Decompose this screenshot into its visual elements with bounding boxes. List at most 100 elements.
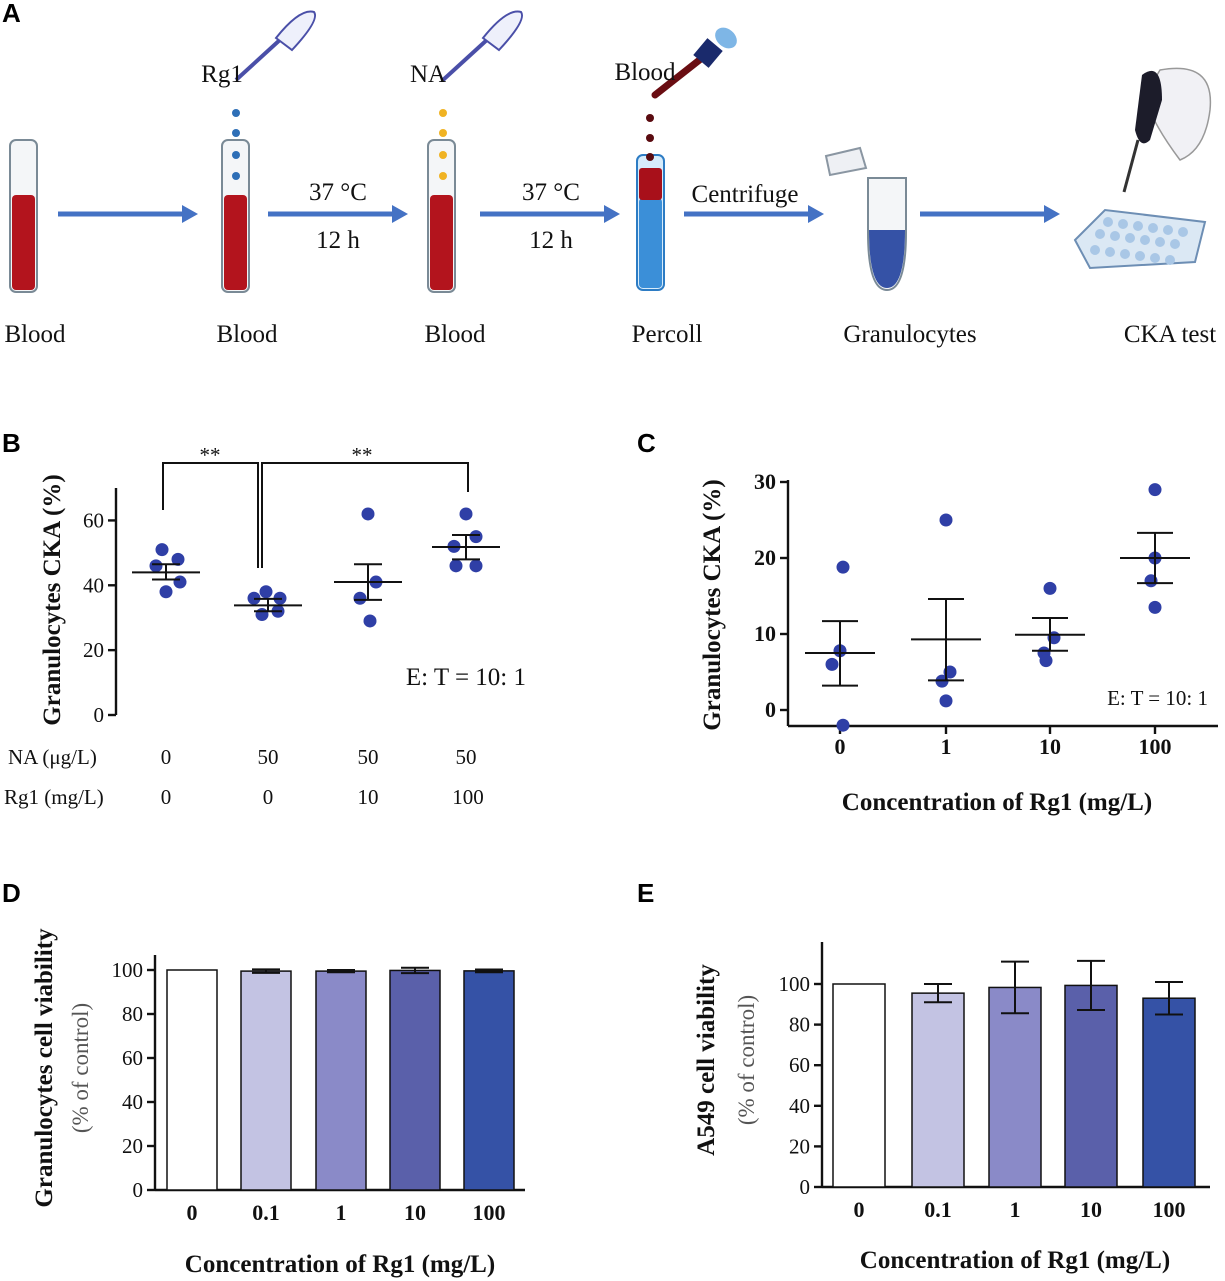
- panel-d-x-label: Concentration of Rg1 (mg/L): [185, 1251, 495, 1278]
- workflow-arrow-2: [268, 205, 408, 223]
- data-point-g0-2: [825, 657, 839, 671]
- panel-e: E 0 20 40 60 80 100 0 0.1 1 10 100 A549 cell viabi…: [637, 878, 1210, 1274]
- panel-c-marks: [805, 483, 1190, 732]
- panel-b-rg1-0: 0: [161, 785, 172, 809]
- panel-b-sig-2: **: [352, 443, 373, 467]
- step-3-label: Blood: [424, 321, 486, 348]
- step-5-label: Granulocytes: [843, 321, 976, 348]
- data-point-g3-0: [1148, 483, 1162, 497]
- panel-d-marks: [166, 966, 515, 1191]
- arrow-2-temp: 37 °C: [309, 179, 367, 206]
- y-tick-label-3: 60: [122, 1046, 143, 1070]
- y-tick-label-2: 40: [122, 1090, 143, 1114]
- x-tick-label-3: 10: [1080, 1197, 1102, 1222]
- panel-d-y-label: Granulocytes cell viability: [31, 928, 58, 1208]
- y-tick-label-5: 100: [779, 972, 811, 996]
- bar-0: [166, 969, 218, 1191]
- data-point-g2-3: [363, 614, 377, 628]
- reagent-rg1-label: Rg1: [201, 61, 243, 88]
- percoll-tube: [636, 154, 665, 291]
- x-tick-label-0: 0: [854, 1197, 865, 1222]
- step-2-label: Blood: [216, 321, 278, 348]
- x-tick-label-1: 0.1: [252, 1200, 280, 1225]
- data-point-g3-3: [469, 559, 483, 573]
- data-point-g2-0: [1043, 581, 1057, 595]
- panel-b-row-label-na: NA (μg/L): [8, 745, 97, 769]
- reagent-blood-label: Blood: [614, 59, 676, 86]
- panel-b-row-label-rg1: Rg1 (mg/L): [4, 785, 104, 809]
- panel-b: B 0 20 40 60 Granulocytes CKA (%) E: T = 10…: [2, 428, 526, 809]
- granulocytes-tube-icon: [824, 146, 907, 292]
- data-point-g0-1: [171, 552, 185, 566]
- y-tick-label-5: 100: [112, 958, 144, 982]
- data-point-g1-0: [259, 585, 273, 599]
- panel-b-annotation: E: T = 10: 1: [406, 664, 526, 691]
- bar-4: [463, 970, 515, 1191]
- x-tick-label-0: 0: [187, 1200, 198, 1225]
- x-tick-label-0: 0: [835, 734, 846, 759]
- data-point-g0-0: [155, 543, 169, 557]
- panel-b-letter: B: [2, 428, 21, 458]
- panel-b-na-1: 50: [258, 745, 279, 769]
- y-tick-label-3: 60: [789, 1053, 810, 1077]
- data-point-g0-2: [149, 559, 163, 573]
- y-tick-label-1: 10: [754, 621, 776, 646]
- x-tick-label-2: 10: [1039, 734, 1061, 759]
- panel-c: C 0 10 20 30 0 1 10 100 Granulocytes CKA (%) E:…: [637, 428, 1218, 816]
- panel-a-letter: A: [2, 0, 21, 28]
- x-tick-label-4: 100: [1153, 1197, 1186, 1222]
- bar-1: [911, 992, 965, 1188]
- data-point-g3-3: [1148, 600, 1162, 614]
- arrow-3-temp: 37 °C: [522, 179, 580, 206]
- workflow-arrow-1: [58, 205, 198, 223]
- x-tick-label-4: 100: [473, 1200, 506, 1225]
- data-point-g3-4: [449, 559, 463, 573]
- panel-b-na-3: 50: [456, 745, 477, 769]
- panel-b-na-0: 0: [161, 745, 172, 769]
- panel-b-ticks: 0 20 40 60: [83, 508, 116, 727]
- dropper-icon: [646, 27, 737, 161]
- y-tick-label-2: 40: [83, 573, 104, 597]
- y-tick-label-1: 20: [122, 1134, 143, 1158]
- bar-2: [988, 986, 1042, 1188]
- arrow-4-label: Centrifuge: [692, 181, 799, 208]
- cka-plate-icon: [1073, 208, 1207, 270]
- workflow-arrow-5: [920, 205, 1060, 223]
- bar-1: [240, 970, 292, 1191]
- data-point-g2-2: [353, 591, 367, 605]
- panel-e-marks: [832, 959, 1196, 1188]
- step-6-label: CKA test: [1124, 321, 1216, 348]
- step-4-label: Percoll: [632, 321, 703, 348]
- blood-tube-1: [9, 139, 38, 293]
- y-tick-label-1: 20: [789, 1134, 810, 1158]
- panel-b-sig-bracket-1: [162, 462, 259, 568]
- workflow-arrow-4: [684, 205, 824, 223]
- panel-d-letter: D: [2, 878, 21, 908]
- panel-c-annotation: E: T = 10: 1: [1107, 686, 1208, 710]
- step-1-label: Blood: [4, 321, 66, 348]
- y-tick-label-4: 80: [122, 1002, 143, 1026]
- panel-b-rg1-1: 0: [263, 785, 274, 809]
- bar-0: [832, 983, 886, 1188]
- panel-d: D 0 20 40 60 80 100 0 0.1 1 10 100 Granulocytes ce…: [2, 878, 525, 1278]
- data-point-g3-0: [459, 507, 473, 521]
- hand-pipette-icon: [1122, 67, 1212, 193]
- pipette-rg1-icon: [232, 10, 316, 180]
- y-tick-label-1: 20: [83, 638, 104, 662]
- panel-d-ticks: 0 20 40 60 80 100 0 0.1 1 10 100: [112, 958, 506, 1225]
- y-tick-label-0: 0: [765, 697, 776, 722]
- bar-4: [1142, 997, 1196, 1188]
- blood-tube-2: [221, 139, 250, 293]
- data-point-g3-1: [469, 530, 483, 544]
- panel-b-sig-bracket-2: [261, 462, 469, 568]
- y-tick-label-3: 60: [83, 508, 104, 532]
- y-tick-label-0: 0: [94, 703, 105, 727]
- panel-b-na-2: 50: [358, 745, 379, 769]
- panel-d-y-label-2: (% of control): [68, 1003, 93, 1133]
- data-point-g1-3: [939, 694, 953, 708]
- data-point-g0-3: [173, 575, 187, 589]
- panel-e-letter: E: [637, 878, 654, 908]
- panel-b-rg1-3: 100: [452, 785, 484, 809]
- pipette-na-icon: [439, 10, 523, 180]
